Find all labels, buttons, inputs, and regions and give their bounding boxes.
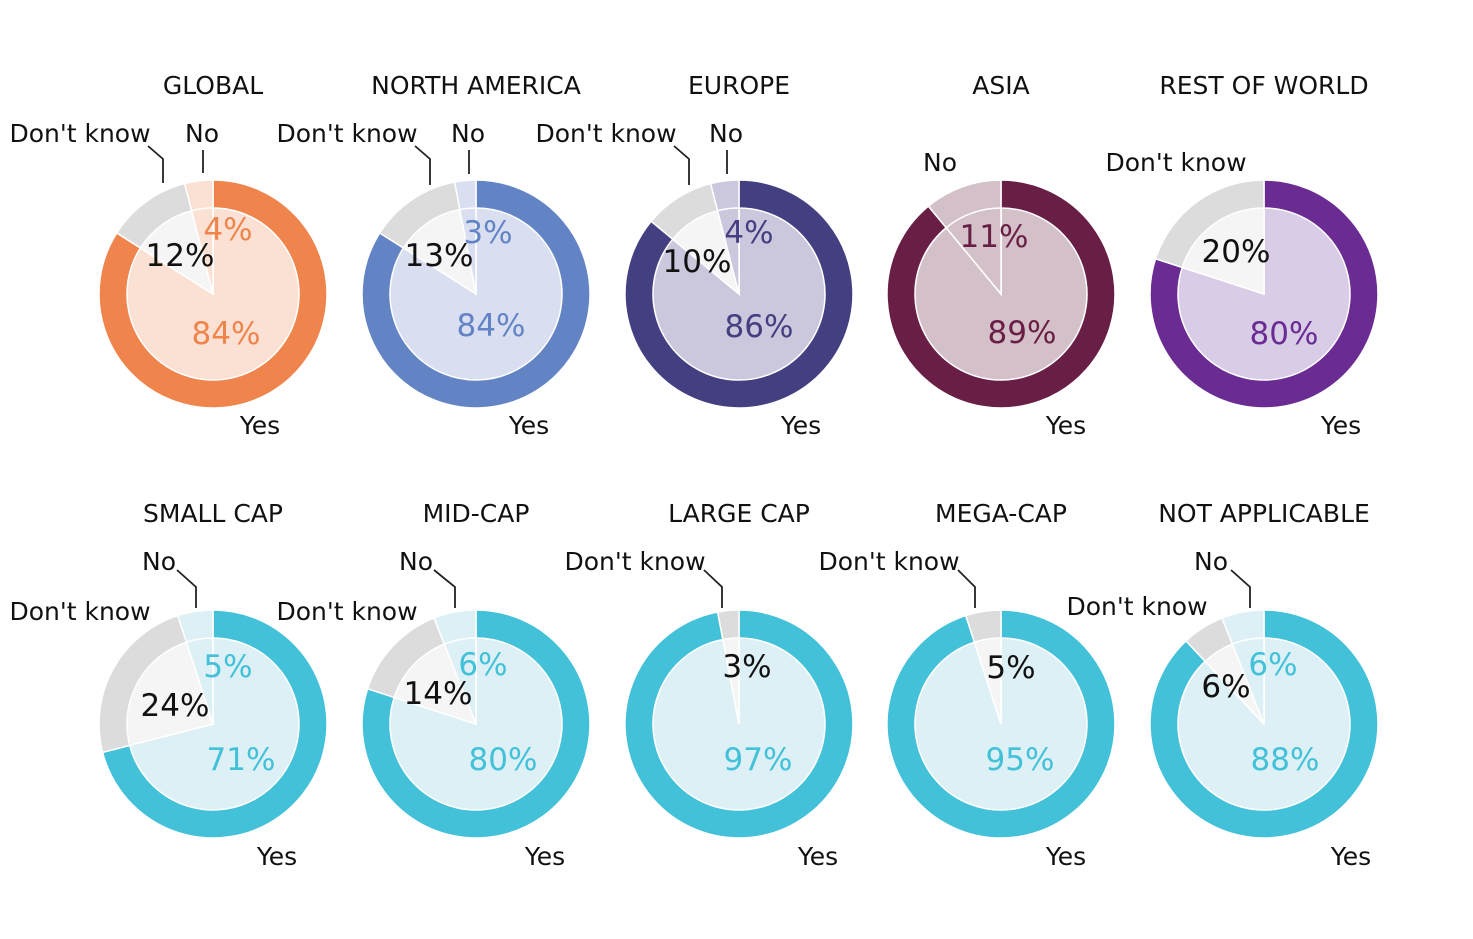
slice-inner-north-america-no	[459, 207, 477, 295]
pct-label-global-yes: 84%	[192, 316, 261, 352]
category-label-mid-cap-dont-know: Don't know	[276, 597, 417, 626]
category-label-mid-cap-yes: Yes	[524, 842, 565, 871]
category-label-north-america-no: No	[451, 119, 485, 148]
category-label-north-america-yes: Yes	[508, 411, 549, 440]
pct-label-large-cap-dont-know: 3%	[722, 649, 771, 685]
category-label-rest-of-world-dont-know: Don't know	[1105, 148, 1246, 177]
pct-label-small-cap-dont-know: 24%	[141, 688, 210, 724]
donut-rest-of-world: REST OF WORLD 80% 20% Yes Don't know	[1105, 71, 1379, 440]
chart-title-rest-of-world: REST OF WORLD	[1159, 71, 1368, 100]
category-label-not-applicable-yes: Yes	[1330, 842, 1371, 871]
category-label-global-yes: Yes	[239, 411, 280, 440]
chart-title-large-cap: LARGE CAP	[668, 499, 810, 528]
slice-inner-global-dont-know	[139, 209, 215, 296]
category-label-asia-yes: Yes	[1045, 411, 1086, 440]
chart-title-europe: EUROPE	[688, 71, 790, 100]
pct-label-europe-yes: 86%	[725, 309, 794, 345]
pct-label-north-america-no: 3%	[463, 215, 512, 251]
pct-label-large-cap-yes: 97%	[724, 742, 793, 778]
pct-label-small-cap-no: 5%	[203, 649, 252, 685]
pct-label-rest-of-world-yes: 80%	[1250, 316, 1319, 352]
leader-line-europe-dont-know	[673, 145, 690, 185]
pct-label-rest-of-world-dont-know: 20%	[1202, 234, 1271, 270]
slice-inner-global-no	[190, 207, 214, 295]
slice-inner-north-america-dont-know	[402, 208, 478, 296]
chart-title-mega-cap: MEGA-CAP	[935, 499, 1067, 528]
pct-label-not-applicable-dont-know: 6%	[1201, 669, 1250, 705]
pct-label-europe-no: 4%	[724, 215, 773, 251]
slice-inner-mid-cap-no	[443, 637, 477, 725]
slice-inner-europe-no	[716, 207, 740, 295]
pct-label-not-applicable-no: 6%	[1248, 647, 1297, 683]
donut-large-cap: LARGE CAP 97% 3% Yes Don't know	[564, 499, 854, 871]
pct-label-north-america-yes: 84%	[457, 308, 526, 344]
donut-global: GLOBAL 84% 12%4% Yes Don't know No	[9, 71, 328, 440]
pct-label-mid-cap-no: 6%	[458, 647, 507, 683]
chart-title-not-applicable: NOT APPLICABLE	[1158, 499, 1370, 528]
slice-inner-mid-cap-dont-know	[393, 643, 478, 726]
category-label-mid-cap-no: No	[399, 547, 433, 576]
category-label-mega-cap-dont-know: Don't know	[818, 547, 959, 576]
donut-north-america: NORTH AMERICA 84% 13%3% Yes Don't know No	[276, 71, 591, 440]
leader-line-mega-cap-dont-know	[957, 569, 976, 608]
chart-title-north-america: NORTH AMERICA	[371, 71, 581, 100]
pct-label-mega-cap-dont-know: 5%	[986, 650, 1035, 686]
category-label-asia-no: No	[923, 148, 957, 177]
chart-title-asia: ASIA	[972, 71, 1029, 100]
slice-inner-small-cap-no	[185, 637, 214, 725]
donut-asia: ASIA 89% 11% Yes No	[886, 71, 1116, 440]
category-label-not-applicable-dont-know: Don't know	[1066, 592, 1207, 621]
pct-label-europe-dont-know: 10%	[663, 244, 732, 280]
category-label-global-no: No	[185, 119, 219, 148]
category-label-large-cap-yes: Yes	[797, 842, 838, 871]
category-label-small-cap-yes: Yes	[256, 842, 297, 871]
pct-label-global-no: 4%	[203, 212, 252, 248]
slice-inner-small-cap-dont-know	[126, 641, 214, 747]
chart-title-global: GLOBAL	[163, 71, 263, 100]
chart-title-small-cap: SMALL CAP	[143, 499, 283, 528]
slice-inner-small-cap-yes	[128, 637, 300, 811]
donut-europe: EUROPE 86% 10%4% Yes Don't know No	[535, 71, 854, 440]
category-label-mega-cap-yes: Yes	[1045, 842, 1086, 871]
donut-small-cap: SMALL CAP 71% 24%5% Yes Don't know No	[9, 499, 328, 871]
pct-label-small-cap-yes: 71%	[207, 742, 276, 778]
category-label-europe-yes: Yes	[780, 411, 821, 440]
category-label-small-cap-dont-know: Don't know	[9, 597, 150, 626]
pct-label-mid-cap-dont-know: 14%	[404, 676, 473, 712]
leader-line-mid-cap-no	[433, 569, 456, 608]
leader-line-large-cap-dont-know	[703, 569, 723, 608]
slice-inner-large-cap-dont-know	[722, 637, 740, 725]
pct-label-asia-no: 11%	[960, 219, 1029, 255]
category-label-large-cap-dont-know: Don't know	[564, 547, 705, 576]
leader-line-not-applicable-no	[1230, 569, 1251, 608]
slice-inner-asia-yes	[914, 207, 1088, 381]
category-label-global-dont-know: Don't know	[9, 119, 150, 148]
leader-line-small-cap-no	[176, 569, 197, 608]
pct-label-mega-cap-yes: 95%	[986, 742, 1055, 778]
category-label-europe-no: No	[709, 119, 743, 148]
pct-label-not-applicable-yes: 88%	[1251, 742, 1320, 778]
donut-not-applicable: NOT APPLICABLE 88% 6%6% Yes Don't know No	[1066, 499, 1379, 871]
pct-label-mid-cap-yes: 80%	[469, 742, 538, 778]
category-label-europe-dont-know: Don't know	[535, 119, 676, 148]
leader-line-north-america-dont-know	[414, 145, 431, 185]
slice-inner-rest-of-world-dont-know	[1181, 207, 1265, 296]
donut-mid-cap: MID-CAP 80% 14%6% Yes Don't know No	[276, 499, 591, 871]
category-label-not-applicable-no: No	[1194, 547, 1228, 576]
pct-label-north-america-dont-know: 13%	[405, 238, 474, 274]
slice-inner-not-applicable-no	[1231, 637, 1265, 725]
leader-line-global-dont-know	[147, 145, 164, 183]
slice-inner-europe-yes	[652, 207, 826, 381]
slice-inner-mega-cap-dont-know	[973, 637, 1002, 725]
category-label-small-cap-no: No	[142, 547, 176, 576]
pct-label-asia-yes: 89%	[988, 315, 1057, 351]
donut-mega-cap: MEGA-CAP 95% 5% Yes Don't know	[818, 499, 1116, 871]
pct-label-global-dont-know: 12%	[146, 238, 215, 274]
chart-title-mid-cap: MID-CAP	[423, 499, 530, 528]
category-label-rest-of-world-yes: Yes	[1320, 411, 1361, 440]
slice-inner-asia-no	[945, 207, 1002, 297]
category-label-north-america-dont-know: Don't know	[276, 119, 417, 148]
